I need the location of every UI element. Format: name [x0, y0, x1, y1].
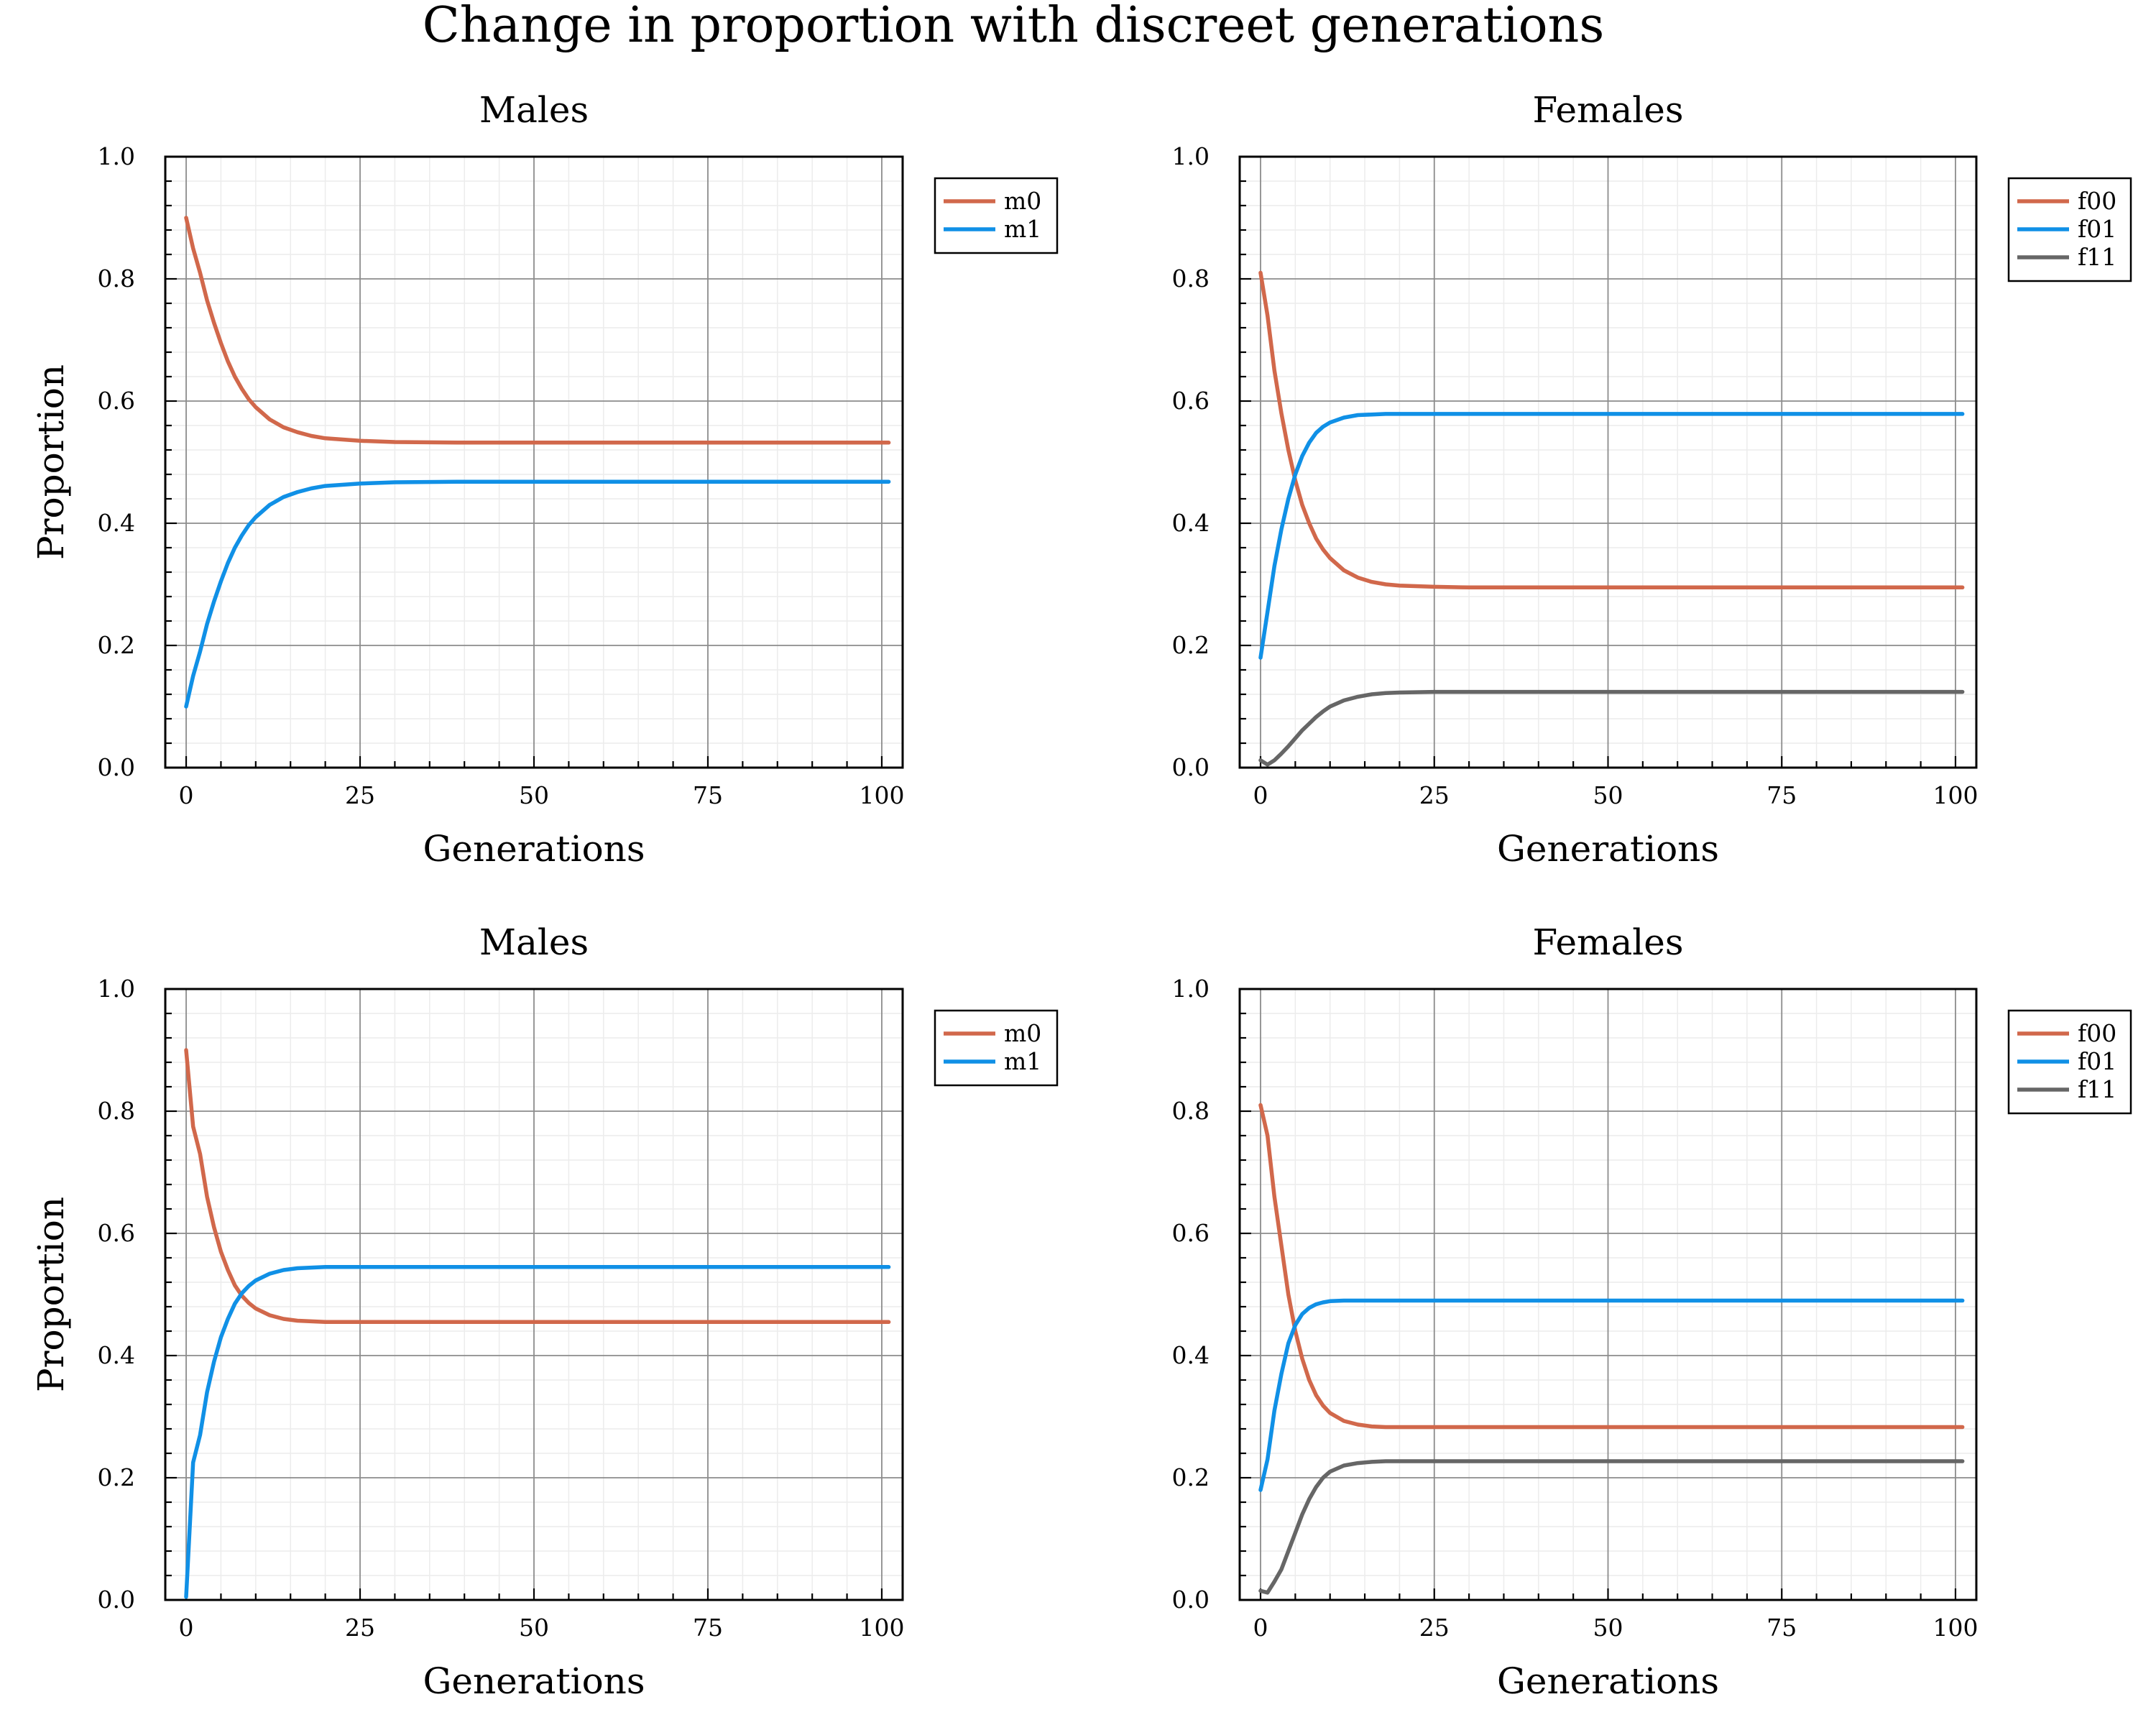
chart-panel-1: 0 25 50 75 100 0.0 0.2 0.4 0.6 0.8 1.0 Males Generat… [30, 89, 1059, 870]
y-tick-label: 0.8 [98, 264, 135, 293]
y-tick-label: 0.6 [98, 1219, 135, 1247]
x-tick-label: 100 [859, 781, 904, 809]
y-axis-label: Proportion [30, 364, 72, 560]
y-tick-label: 0.0 [1172, 1586, 1210, 1614]
panel-title: Males [479, 921, 589, 963]
y-tick-label: 0.4 [1172, 509, 1210, 537]
x-tick-label: 0 [1253, 1614, 1268, 1642]
y-tick-label: 0.2 [98, 631, 135, 659]
y-tick-label: 1.0 [1172, 142, 1210, 170]
y-tick-label: 0.2 [98, 1463, 135, 1491]
legend-label-f01: f01 [2078, 1047, 2116, 1075]
legend-box [934, 177, 1059, 254]
series-line-f11 [1258, 1459, 1965, 1595]
y-tick-label: 0.6 [1172, 387, 1210, 415]
legend-label-f01: f01 [2078, 215, 2116, 243]
x-tick-label: 50 [519, 1614, 549, 1642]
x-axis-label: Generations [1497, 1660, 1719, 1702]
legend-label-m1: m1 [1004, 1047, 1041, 1075]
series-line-f00 [1258, 270, 1965, 590]
y-tick-label: 0.4 [98, 1341, 135, 1369]
x-tick-label: 100 [1932, 1614, 1978, 1642]
x-axis-label: Generations [423, 1660, 645, 1702]
chart-panel-3: 0 25 50 75 100 0.0 0.2 0.4 0.6 0.8 1.0 Males Generat… [30, 921, 1059, 1702]
legend-label-f00: f00 [2078, 1019, 2116, 1047]
x-tick-label: 25 [1419, 1614, 1450, 1642]
panel-title: Females [1532, 921, 1683, 963]
legend-box [934, 1009, 1059, 1087]
chart-panel-4: 0 25 50 75 100 0.0 0.2 0.4 0.6 0.8 1.0 Females Gener… [1172, 921, 2132, 1702]
x-tick-label: 0 [1253, 781, 1268, 809]
series-line-f11 [1258, 689, 1965, 767]
legend-label-m1: m1 [1004, 215, 1041, 243]
x-tick-label: 75 [1766, 781, 1797, 809]
y-tick-label: 1.0 [98, 142, 135, 170]
y-tick-label: 0.8 [1172, 1097, 1210, 1125]
y-tick-label: 0.2 [1172, 1463, 1210, 1491]
panels-group: 0 25 50 75 100 0.0 0.2 0.4 0.6 0.8 1.0 Males Generat… [30, 89, 2132, 1702]
y-tick-label: 0.0 [98, 753, 135, 781]
legend-label-f11: f11 [2078, 1075, 2116, 1103]
chart-panel-2: 0 25 50 75 100 0.0 0.2 0.4 0.6 0.8 1.0 Females Gener… [1172, 89, 2132, 870]
x-tick-label: 25 [345, 781, 375, 809]
x-tick-label: 75 [693, 1614, 723, 1642]
panel-title: Females [1532, 89, 1683, 131]
y-tick-label: 0.8 [98, 1097, 135, 1125]
x-tick-label: 100 [859, 1614, 904, 1642]
series-line-f00 [1258, 1103, 1965, 1430]
x-tick-label: 100 [1932, 781, 1978, 809]
series-line-m0 [184, 1048, 891, 1325]
y-tick-label: 1.0 [1172, 975, 1210, 1003]
x-axis-label: Generations [1497, 828, 1719, 870]
y-axis-label: Proportion [30, 1197, 72, 1392]
y-tick-label: 0.8 [1172, 264, 1210, 293]
series-line-f01 [1258, 412, 1965, 660]
series-line-f01 [1258, 1298, 1965, 1492]
y-tick-label: 0.6 [98, 387, 135, 415]
x-tick-label: 25 [1419, 781, 1450, 809]
y-tick-label: 0.0 [1172, 753, 1210, 781]
y-tick-label: 1.0 [98, 975, 135, 1003]
x-axis-label: Generations [423, 828, 645, 870]
y-tick-label: 0.2 [1172, 631, 1210, 659]
series-line-m1 [184, 479, 891, 709]
y-tick-label: 0.4 [98, 509, 135, 537]
x-tick-label: 50 [1593, 781, 1623, 809]
x-tick-label: 0 [179, 781, 194, 809]
y-tick-label: 0.0 [98, 1586, 135, 1614]
series-line-m0 [184, 216, 891, 445]
x-tick-label: 75 [693, 781, 723, 809]
legend-label-m0: m0 [1004, 1019, 1041, 1047]
panel-title: Males [479, 89, 589, 131]
y-tick-label: 0.4 [1172, 1341, 1210, 1369]
legend-label-f00: f00 [2078, 187, 2116, 215]
x-tick-label: 25 [345, 1614, 375, 1642]
legend-label-m0: m0 [1004, 187, 1041, 215]
series-line-m1 [184, 1265, 891, 1599]
x-tick-label: 75 [1766, 1614, 1797, 1642]
figure-title: Change in proportion with discreet gener… [423, 0, 1605, 54]
x-tick-label: 50 [519, 781, 549, 809]
x-tick-label: 0 [179, 1614, 194, 1642]
legend-label-f11: f11 [2078, 243, 2116, 271]
y-tick-label: 0.6 [1172, 1219, 1210, 1247]
x-tick-label: 50 [1593, 1614, 1623, 1642]
